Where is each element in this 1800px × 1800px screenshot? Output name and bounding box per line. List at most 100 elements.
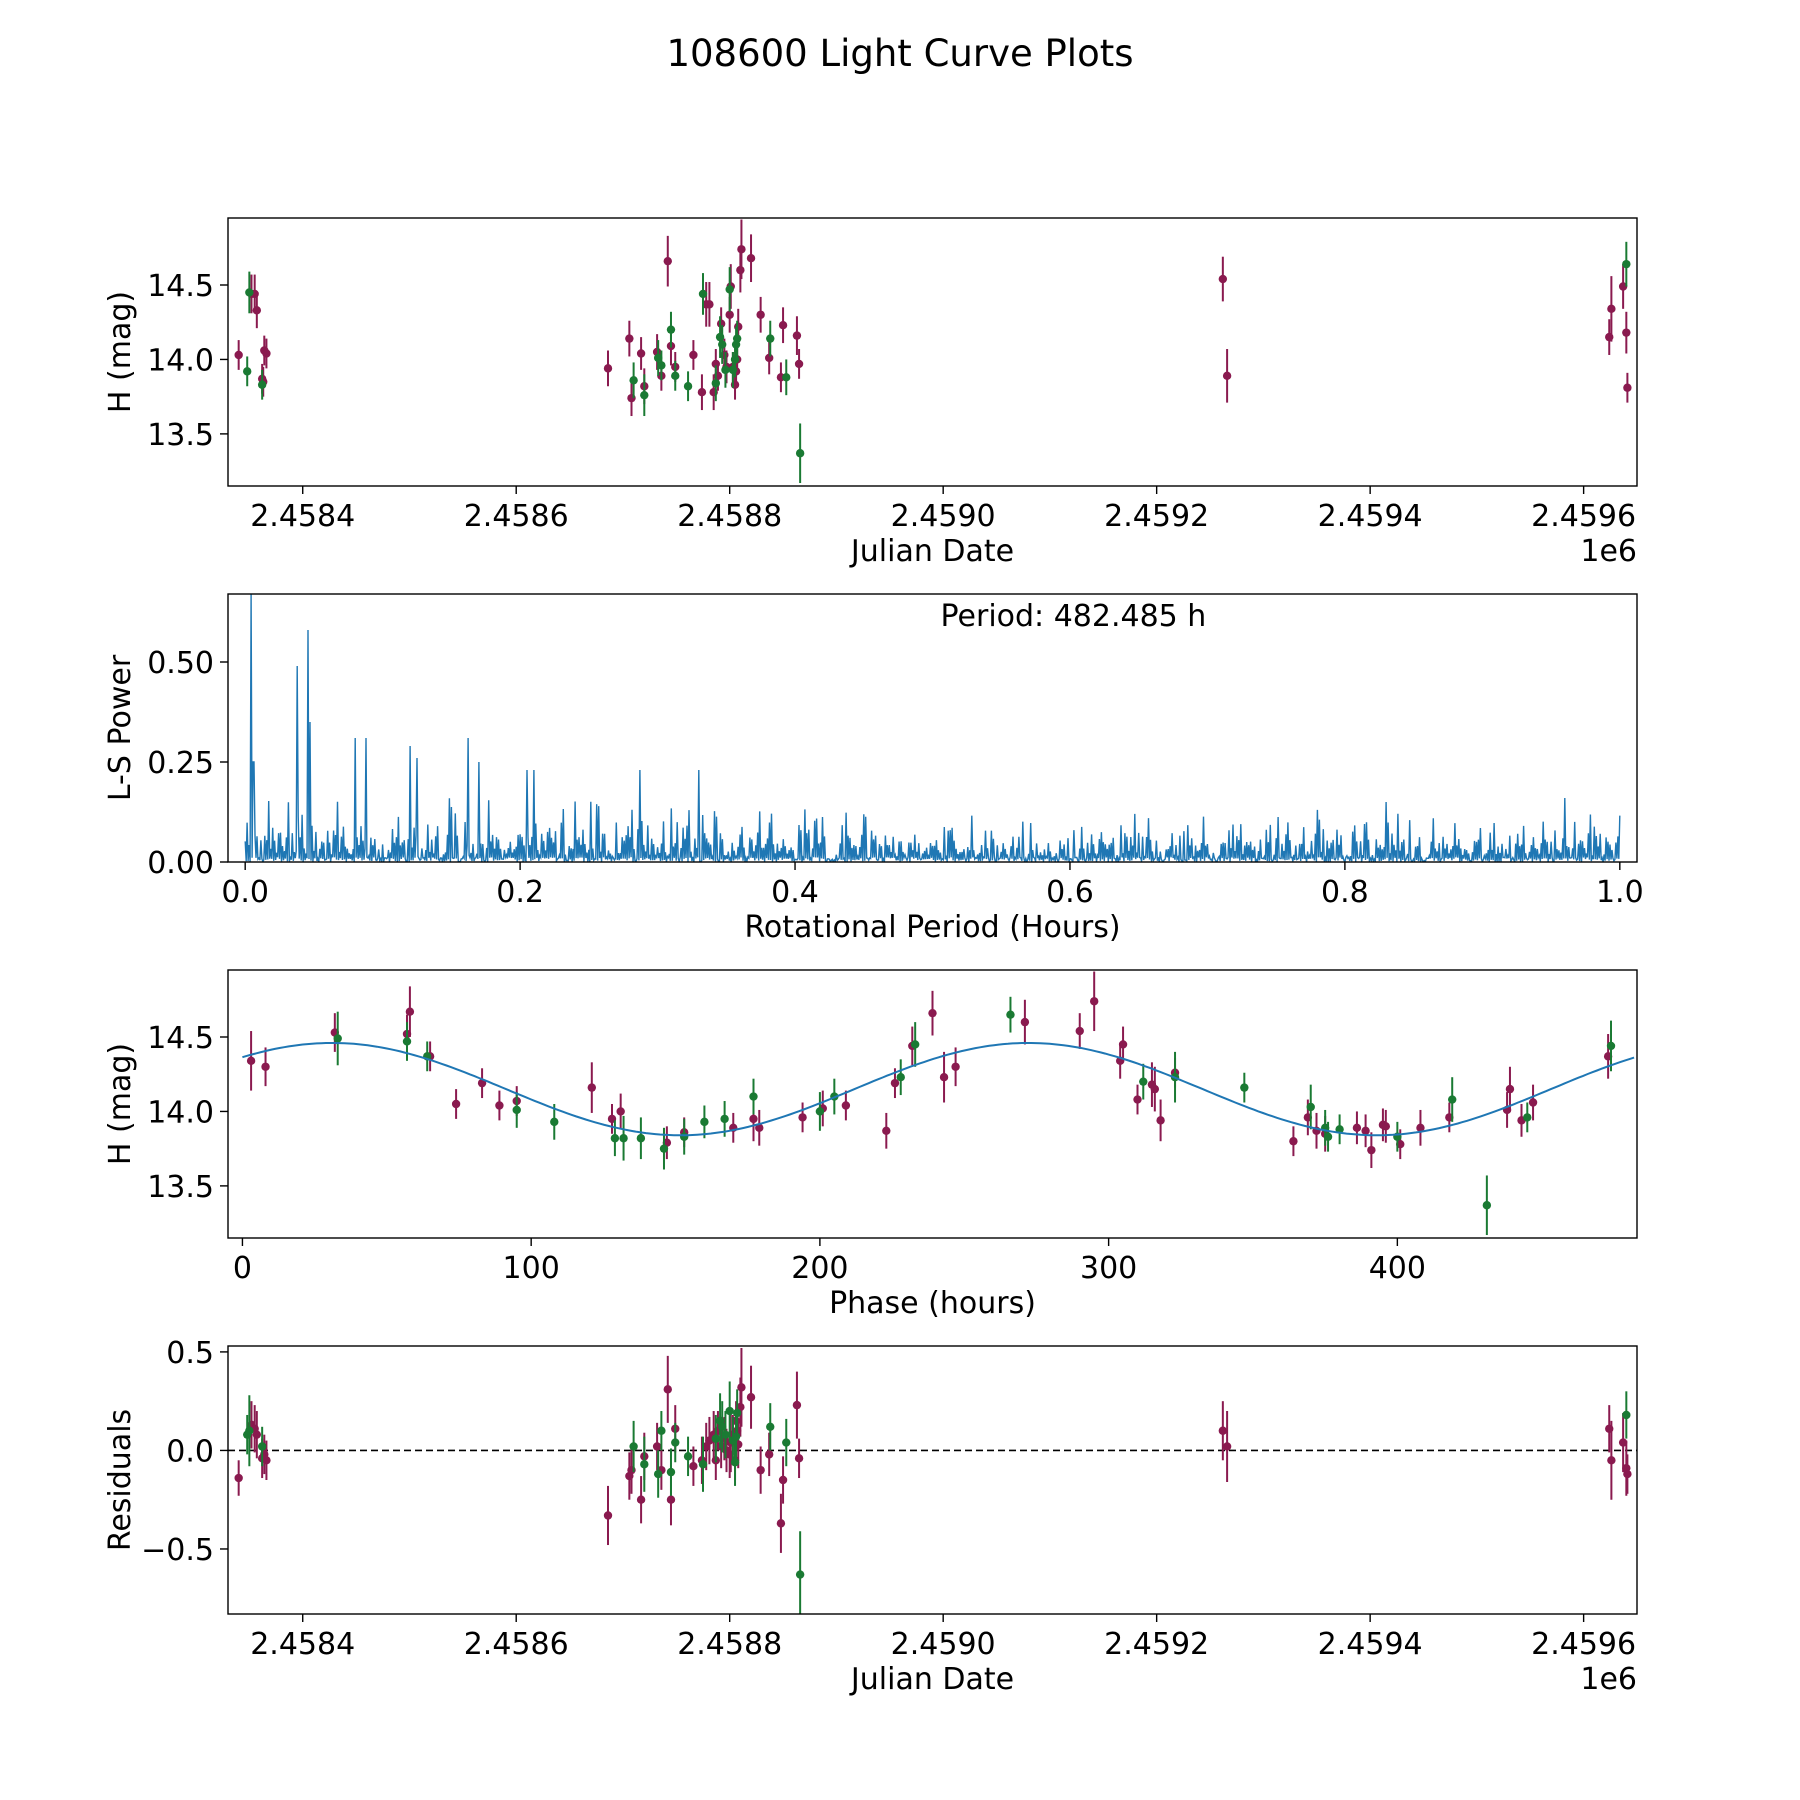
data-point [234,1473,243,1483]
data-point [1020,1017,1030,1027]
data-point [725,1406,734,1416]
data-point [725,1450,734,1459]
x-tick-label: 0.4 [771,875,819,910]
data-point [245,288,254,297]
data-point [782,373,791,382]
data-point [792,1400,802,1410]
x-tick-label: 400 [1369,1251,1426,1286]
x-tick-label: 1.0 [1596,875,1644,910]
data-point [234,350,243,360]
data-point [625,334,634,343]
x-tick-label: 2.4586 [464,499,569,534]
data-point [1075,1026,1084,1036]
data-point [700,1117,709,1127]
data-point [795,1570,805,1579]
data-point [1607,304,1616,314]
y-axis-label: Residuals [103,1409,138,1551]
x-axis-label: Phase (hours) [829,1286,1036,1321]
data-point [766,334,775,343]
x-tick-label: 0.6 [1046,875,1094,910]
data-point [737,245,746,254]
series-magenta [234,219,1632,417]
data-point [746,1393,756,1402]
x-tick-label: 2.4596 [1531,1627,1636,1662]
data-point [766,1422,775,1431]
data-point [451,1099,461,1109]
data-point [619,1134,628,1143]
data-point [1306,1102,1315,1112]
series-magenta [246,971,1613,1169]
data-point [587,1083,596,1092]
panels: 2.4584 2.4586 2.4588 2.4590 2.4592 2.4594 2.45… [103,217,1644,1697]
y-tick-label: 13.5 [147,1170,214,1205]
x-tick-label: 0.0 [221,875,269,910]
y-tick-label: 0.0 [166,1434,214,1469]
x-tick-label: 0 [233,1251,252,1286]
data-point [1323,1132,1333,1141]
x-tick-label: 300 [1080,1251,1137,1286]
data-point [683,1452,693,1461]
x-tick-label: 2.4584 [250,499,355,534]
data-point [1618,1438,1628,1447]
data-point [749,1114,758,1124]
y-tick-label: 0.00 [147,846,214,881]
data-point [705,1436,714,1445]
data-point [1505,1084,1515,1094]
x-tick-label: 2.4594 [1318,1627,1423,1662]
data-point [1133,1095,1142,1104]
data-point [1622,328,1631,337]
data-point [732,334,742,343]
data-point [629,376,638,385]
data-point [698,289,708,299]
data-point [1218,274,1228,284]
data-point [1607,1456,1616,1465]
series-green [243,1381,1631,1614]
data-point [652,1442,662,1451]
y-tick-label: 0.5 [166,1336,214,1371]
data-point [732,1408,742,1418]
y-tick-label: 0.50 [147,646,214,681]
data-point [262,349,271,358]
data-point [1618,282,1628,291]
data-point [910,1040,920,1049]
series-green [243,241,1631,484]
x-tick-label: 0.8 [1321,875,1369,910]
x-tick-label: 2.4584 [250,1627,355,1662]
data-point [1523,1113,1532,1122]
data-point [778,321,788,330]
x-axis-label: Rotational Period (Hours) [744,910,1120,945]
data-point [1118,1040,1128,1049]
data-point [252,306,262,315]
data-point [756,1465,765,1475]
data-point [666,1495,676,1504]
data-point [1416,1123,1425,1133]
data-point [610,1134,620,1143]
x-tick-label: 2.4590 [891,1627,996,1662]
data-point [725,310,734,319]
data-point [1089,997,1099,1006]
data-point [721,365,730,375]
data-point [718,340,727,349]
x-tick-label: 2.4586 [464,1627,569,1662]
data-point [257,1442,267,1451]
data-point [1448,1095,1457,1104]
data-point [1240,1083,1249,1092]
data-point [1139,1077,1148,1086]
data-point [782,1438,791,1447]
series-green [333,996,1616,1236]
data-point [679,1132,689,1141]
data-point [792,331,802,340]
panel-periodogram: Period: 482.485 h 0.0 0.2 0.4 0.6 0.8 1.0 0.00 0… [103,593,1644,945]
x-tick-label: 2.4588 [677,499,782,534]
data-point [896,1073,905,1082]
x-tick-label: 200 [791,1251,848,1286]
data-point [261,1062,270,1071]
plot-area [234,219,1632,484]
data-point [252,1430,262,1439]
y-tick-label: 14.5 [147,269,214,304]
data-point [1222,1442,1232,1451]
data-point [1367,1145,1376,1155]
data-point [603,1511,613,1520]
data-point [1352,1123,1362,1133]
data-point [1006,1010,1015,1019]
